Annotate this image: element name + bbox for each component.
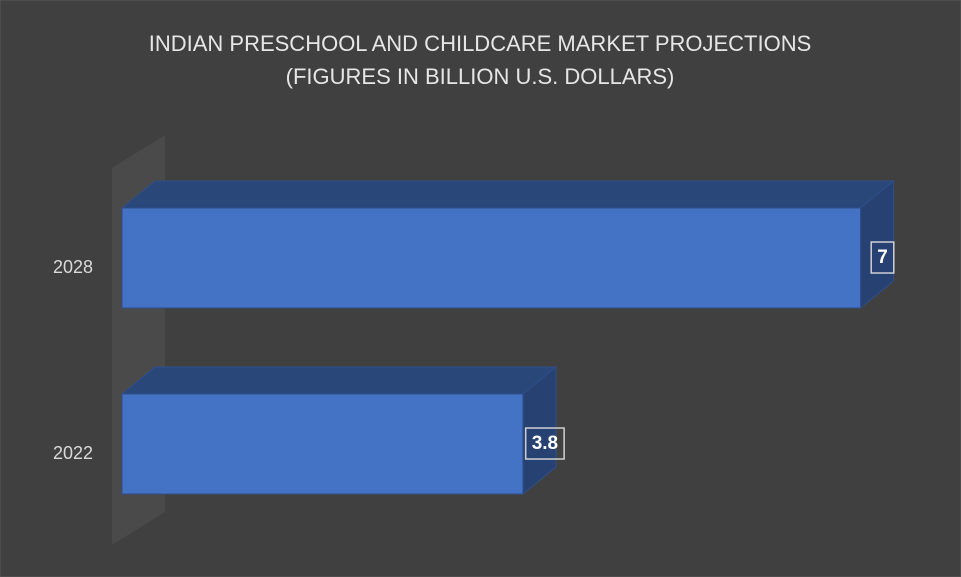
y-tick-label: 2022: [53, 443, 93, 463]
bar-face: [120, 180, 895, 209]
bar-face: [121, 207, 861, 309]
data-label-box: [524, 427, 565, 460]
bar: [120, 365, 558, 496]
data-label: 3.8: [532, 433, 558, 454]
bar: [120, 179, 895, 310]
data-label-box: [870, 241, 895, 274]
data-label: 7: [877, 247, 888, 268]
bar-face: [121, 393, 524, 495]
y-tick-label: 2028: [53, 257, 93, 277]
chart-title: INDIAN PRESCHOOL AND CHILDCARE MARKET PR…: [149, 31, 812, 56]
bar-face: [120, 366, 558, 395]
chart-subtitle: (FIGURES IN BILLION U.S. DOLLARS): [286, 64, 675, 89]
